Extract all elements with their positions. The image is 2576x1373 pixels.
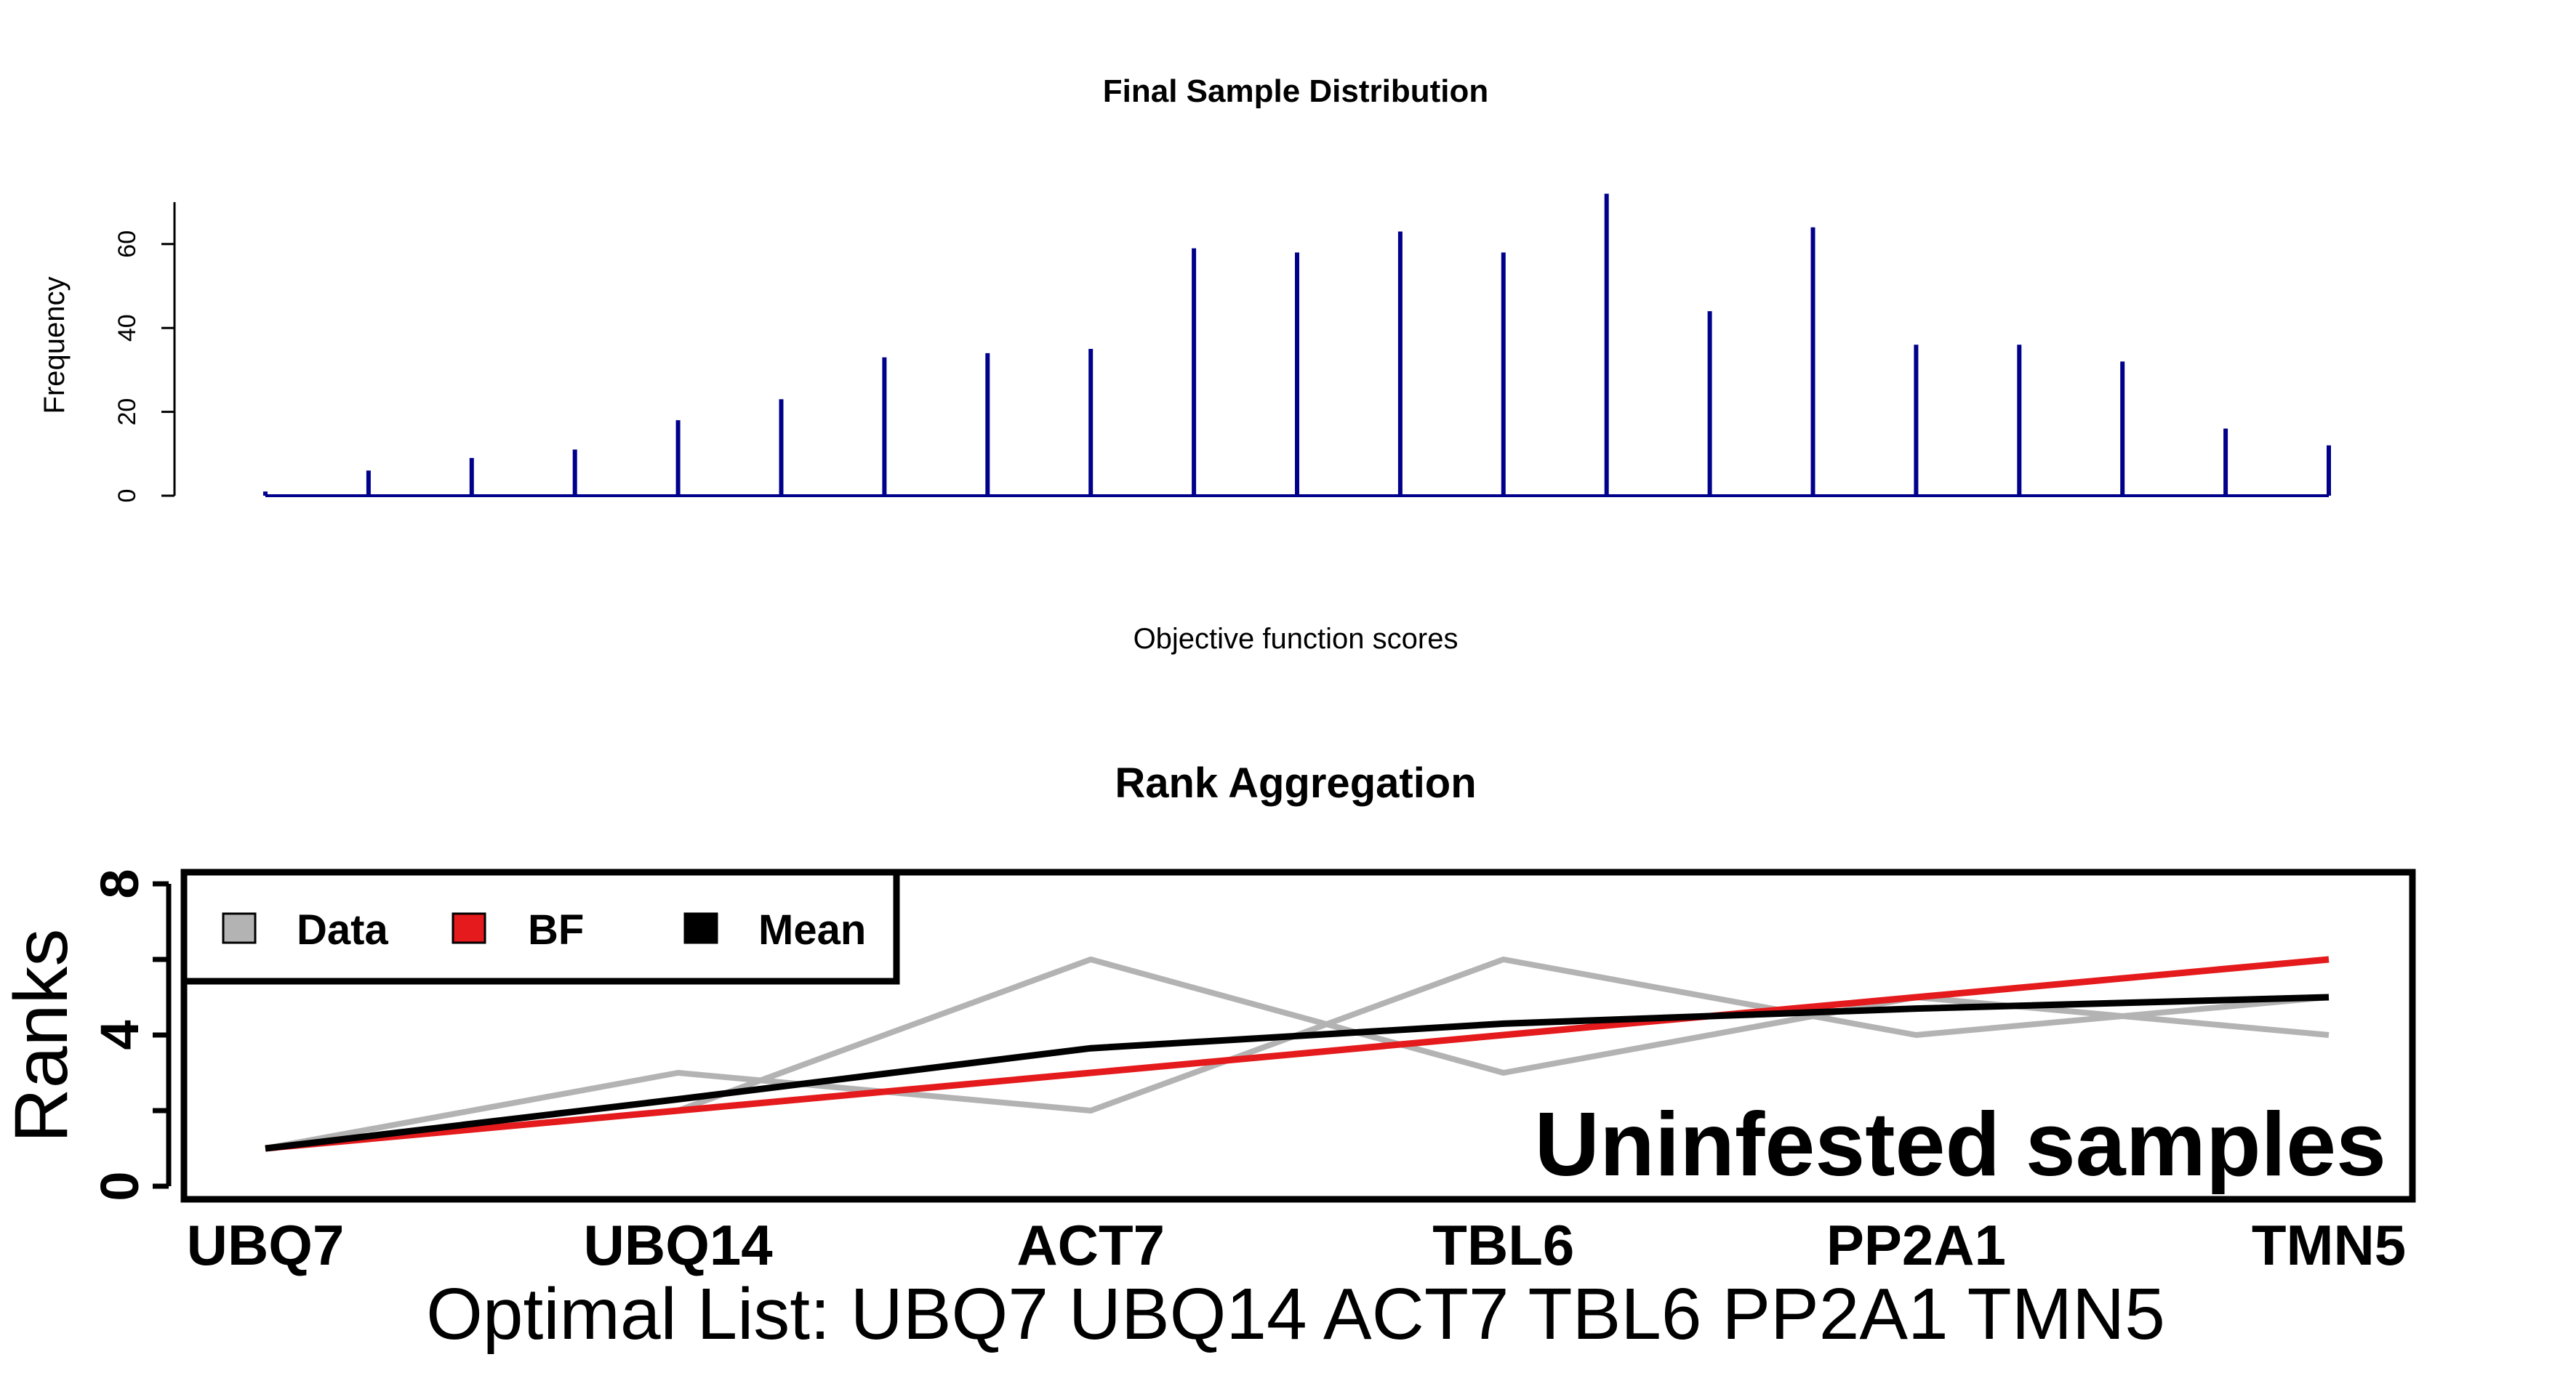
- rank-x-tick-label: UBQ7: [187, 1213, 345, 1277]
- rank-panel: Rank Aggregation Ranks 0 4 8 UBQ7 UBQ14 ACT7…: [0, 760, 2416, 1355]
- histogram-panel: Final Sample Distribution Objective func…: [39, 73, 2331, 655]
- rank-x-tick-label: ACT7: [1016, 1213, 1165, 1277]
- rank-y-axis: 0 4 8: [89, 869, 172, 1201]
- rank-x-axis: UBQ7 UBQ14 ACT7 TBL6 PP2A1 TMN5: [187, 1213, 2407, 1277]
- legend-swatch-data: [222, 912, 257, 944]
- rank-subtitle: Optimal List: UBQ7 UBQ14 ACT7 TBL6 PP2A1…: [426, 1273, 2165, 1355]
- rank-y-tick-label: 8: [89, 869, 150, 898]
- rank-plot-frame: [180, 869, 2416, 1203]
- rank-line-mean: [265, 994, 2330, 1152]
- rank-y-tick-label: 0: [89, 1171, 150, 1201]
- rank-x-tick-label: PP2A1: [1826, 1213, 2006, 1277]
- rank-x-tick-label: TBL6: [1432, 1213, 1574, 1277]
- hist-y-tick-label: 60: [113, 230, 141, 258]
- rank-annotation: Uninfested samples: [1535, 1095, 2386, 1195]
- legend-swatch-mean: [683, 912, 718, 944]
- rank-y-tick-label: 4: [89, 1020, 150, 1050]
- legend-box: [180, 869, 900, 985]
- histogram-x-label: Objective function scores: [1133, 623, 1458, 655]
- rank-x-tick-label: TMN5: [2252, 1213, 2406, 1277]
- legend-swatch-bf: [452, 912, 486, 944]
- rank-y-label: Ranks: [0, 929, 84, 1143]
- rank-lines: [265, 956, 2330, 1152]
- hist-y-tick-label: 40: [113, 314, 141, 342]
- legend-label-bf: BF: [528, 906, 584, 954]
- rank-legend: Data BF Mean: [180, 869, 900, 985]
- histogram-y-axis: 0 20 40 60: [113, 202, 176, 503]
- hist-y-tick-label: 0: [113, 489, 141, 503]
- histogram-bars: [263, 193, 2331, 496]
- legend-label-data: Data: [297, 906, 388, 954]
- rank-title: Rank Aggregation: [1115, 760, 1476, 807]
- histogram-y-label: Frequency: [39, 277, 71, 414]
- hist-y-tick-label: 20: [113, 398, 141, 426]
- rank-line-bf: [265, 956, 2330, 1152]
- histogram-title: Final Sample Distribution: [1103, 73, 1489, 109]
- legend-label-mean: Mean: [758, 906, 866, 954]
- rank-x-tick-label: UBQ14: [584, 1213, 773, 1277]
